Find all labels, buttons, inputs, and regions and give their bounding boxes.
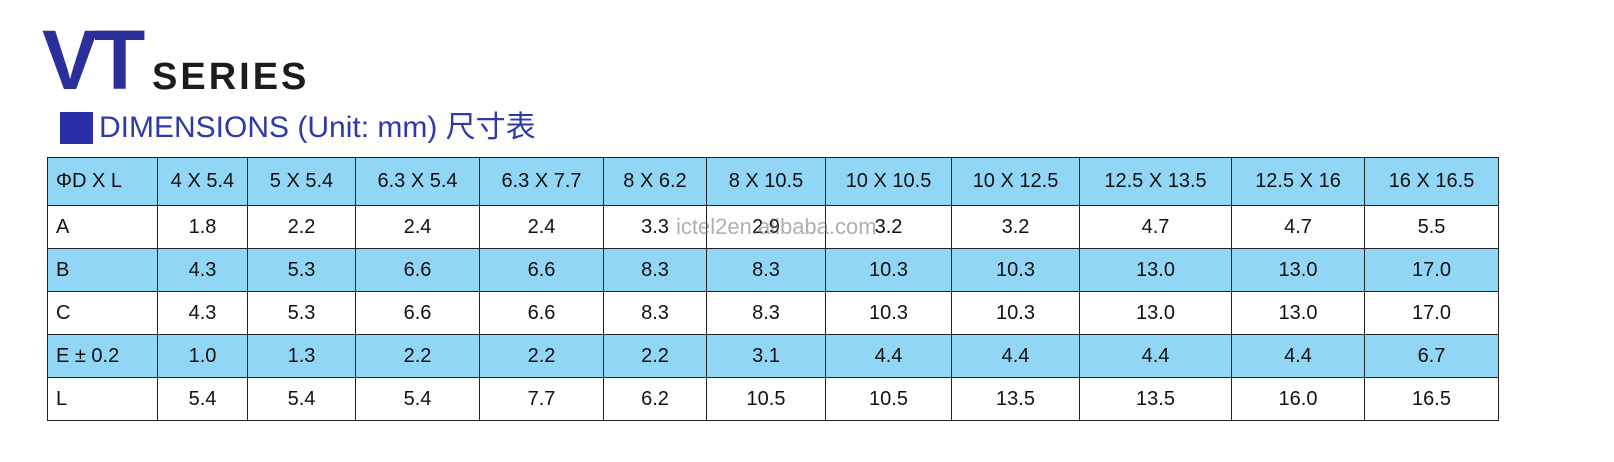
cell: 8.3 [603, 248, 707, 292]
cell: 16.5 [1364, 377, 1499, 421]
row-label: C [47, 291, 158, 335]
cell: 3.2 [951, 205, 1080, 249]
series-word: SERIES [152, 56, 310, 98]
cell: 10.3 [951, 248, 1080, 292]
cell: 5 X 5.4 [247, 157, 356, 206]
cell: 2.2 [247, 205, 356, 249]
cell: 2.2 [355, 334, 480, 378]
cell: 1.8 [157, 205, 248, 249]
row-label: B [47, 248, 158, 292]
cell: 8 X 6.2 [603, 157, 707, 206]
cell: 2.2 [603, 334, 707, 378]
cell: 2.4 [355, 205, 480, 249]
subtitle: DIMENSIONS (Unit: mm) 尺寸表 [99, 111, 536, 144]
cell: 4.7 [1231, 205, 1365, 249]
cell: 6.6 [355, 291, 480, 335]
cell: 13.0 [1079, 248, 1232, 292]
cell: 8.3 [603, 291, 707, 335]
cell: 8.3 [706, 248, 826, 292]
cell: 13.0 [1231, 291, 1365, 335]
cell: 4.4 [951, 334, 1080, 378]
cell: 13.0 [1079, 291, 1232, 335]
cell: 12.5 X 16 [1231, 157, 1365, 206]
cell: 2.9 [706, 205, 826, 249]
cell: 5.5 [1364, 205, 1499, 249]
cell: 4.7 [1079, 205, 1232, 249]
cell: 10 X 12.5 [951, 157, 1080, 206]
cell: 8 X 10.5 [706, 157, 826, 206]
cell: 10.5 [706, 377, 826, 421]
table-row: A 1.8 2.2 2.4 2.4 3.3 2.9 3.2 3.2 4.7 4.7 5.5 [47, 205, 1499, 249]
cell: 16.0 [1231, 377, 1365, 421]
cell: 4.4 [825, 334, 952, 378]
cell: 4.4 [1231, 334, 1365, 378]
cell: 6.2 [603, 377, 707, 421]
cell: 3.1 [706, 334, 826, 378]
cell: 10.3 [825, 248, 952, 292]
table-row: B 4.3 5.3 6.6 6.6 8.3 8.3 10.3 10.3 13.0 13.0 17.0 [47, 248, 1499, 292]
cell: 10.3 [825, 291, 952, 335]
cell: 12.5 X 13.5 [1079, 157, 1232, 206]
cell: 10.3 [951, 291, 1080, 335]
bullet-square [60, 112, 93, 144]
row-label: L [47, 377, 158, 421]
cell: 17.0 [1364, 291, 1499, 335]
cell: 10.5 [825, 377, 952, 421]
cell: 3.2 [825, 205, 952, 249]
cell: 13.0 [1231, 248, 1365, 292]
cell: 6.6 [479, 291, 604, 335]
cell: 6.3 X 7.7 [479, 157, 604, 206]
cell: 7.7 [479, 377, 604, 421]
cell: 4.3 [157, 291, 248, 335]
cell: 5.3 [247, 248, 356, 292]
cell: 4 X 5.4 [157, 157, 248, 206]
table-row: C 4.3 5.3 6.6 6.6 8.3 8.3 10.3 10.3 13.0 13.0 17.0 [47, 291, 1499, 335]
cell: 6.6 [355, 248, 480, 292]
cell: 17.0 [1364, 248, 1499, 292]
cell: 1.3 [247, 334, 356, 378]
series-code: VT [42, 13, 145, 107]
cell: 13.5 [1079, 377, 1232, 421]
cell: 4.3 [157, 248, 248, 292]
table-row: E ± 0.2 1.0 1.3 2.2 2.2 2.2 3.1 4.4 4.4 4.4 4.4 6.7 [47, 334, 1499, 378]
cell: 6.7 [1364, 334, 1499, 378]
row-label: A [47, 205, 158, 249]
cell: 2.4 [479, 205, 604, 249]
cell: 6.3 X 5.4 [355, 157, 480, 206]
cell: 2.2 [479, 334, 604, 378]
cell: 5.4 [247, 377, 356, 421]
cell: 10 X 10.5 [825, 157, 952, 206]
watermark: ictel2en.alibaba.com [676, 214, 877, 239]
cell: 5.4 [355, 377, 480, 421]
cell: 4.4 [1079, 334, 1232, 378]
cell: 13.5 [951, 377, 1080, 421]
cell: 8.3 [706, 291, 826, 335]
row-label: E ± 0.2 [47, 334, 158, 378]
cell: 6.6 [479, 248, 604, 292]
row-label: ΦD X L [47, 157, 158, 206]
table-row: L 5.4 5.4 5.4 7.7 6.2 10.5 10.5 13.5 13.5 16.0 16.5 [47, 377, 1499, 421]
cell: 1.0 [157, 334, 248, 378]
cell: 16 X 16.5 [1364, 157, 1499, 206]
cell: 5.3 [247, 291, 356, 335]
cell: 5.4 [157, 377, 248, 421]
